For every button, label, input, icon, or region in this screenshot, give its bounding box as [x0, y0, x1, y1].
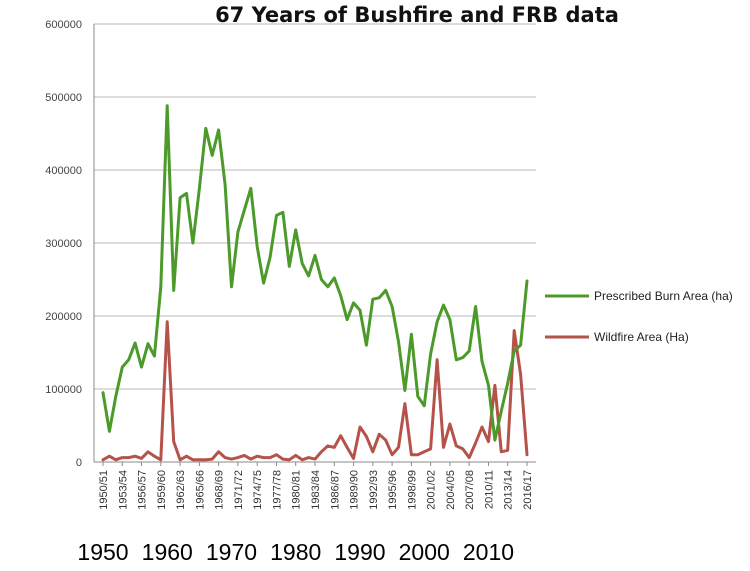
x-tick-label: 1986/87: [329, 470, 341, 510]
decade-label: 2000: [399, 539, 450, 565]
y-tick-label: 600000: [45, 19, 82, 31]
decade-label: 1960: [142, 539, 193, 565]
series-lines: [101, 104, 529, 462]
x-tick-label: 1992/93: [368, 470, 380, 510]
legend: Prescribed Burn Area (ha) Wildfire Area …: [545, 289, 733, 344]
x-tick-label: 1968/69: [214, 470, 226, 510]
x-tick-label: 2007/08: [464, 470, 476, 510]
x-tick-label: 1983/84: [310, 470, 322, 510]
series-line-prescribed-burn: [101, 104, 529, 442]
decade-labels: 1950 1960 1970 1980 1990 2000 2010: [77, 539, 514, 565]
y-tick-label: 500000: [45, 92, 82, 104]
x-tick-label: 2016/17: [522, 470, 534, 510]
x-tick-label: 1965/66: [194, 470, 206, 510]
x-tick-label: 2013/14: [503, 470, 515, 510]
x-tick-label: 1953/54: [117, 470, 129, 510]
x-tick-label: 1956/57: [137, 470, 149, 510]
y-axis-tick-labels: 0 100000 200000 300000 400000 500000 600000: [45, 19, 82, 469]
x-tick-label: 1998/99: [406, 470, 418, 510]
y-tick-label: 400000: [45, 165, 82, 177]
x-tick-label: 1980/81: [291, 470, 303, 510]
x-tick-label: 1962/63: [175, 470, 187, 510]
chart-title: 67 Years of Bushfire and FRB data: [215, 3, 619, 27]
gridlines: [94, 23, 536, 390]
x-tick-label: 1989/90: [349, 470, 361, 510]
decade-label: 1950: [77, 539, 128, 565]
x-tick-label: 1977/78: [271, 470, 283, 510]
x-axis-tick-labels: 1950/51 1953/54 1956/57 1959/60 1962/63 1965/…: [98, 462, 534, 510]
x-tick-label: 2001/02: [426, 470, 438, 510]
legend-label-prescribed-burn: Prescribed Burn Area (ha): [594, 289, 733, 303]
x-tick-label: 1995/96: [387, 470, 399, 510]
decade-label: 1970: [206, 539, 257, 565]
x-tick-label: 1950/51: [98, 470, 110, 510]
y-tick-label: 300000: [45, 238, 82, 250]
y-tick-label: 100000: [45, 384, 82, 396]
decade-label: 1990: [334, 539, 385, 565]
y-tick-label: 0: [76, 457, 82, 469]
x-tick-label: 1959/60: [156, 470, 168, 510]
x-tick-label: 1974/75: [252, 470, 264, 510]
decade-label: 1980: [270, 539, 321, 565]
y-tick-label: 200000: [45, 311, 82, 323]
series-line-wildfire: [101, 320, 529, 462]
x-tick-label: 1971/72: [233, 470, 245, 510]
x-tick-label: 2004/05: [445, 470, 457, 510]
legend-label-wildfire: Wildfire Area (Ha): [594, 330, 689, 344]
x-tick-label: 2010/11: [483, 470, 495, 509]
decade-label: 2010: [463, 539, 514, 565]
